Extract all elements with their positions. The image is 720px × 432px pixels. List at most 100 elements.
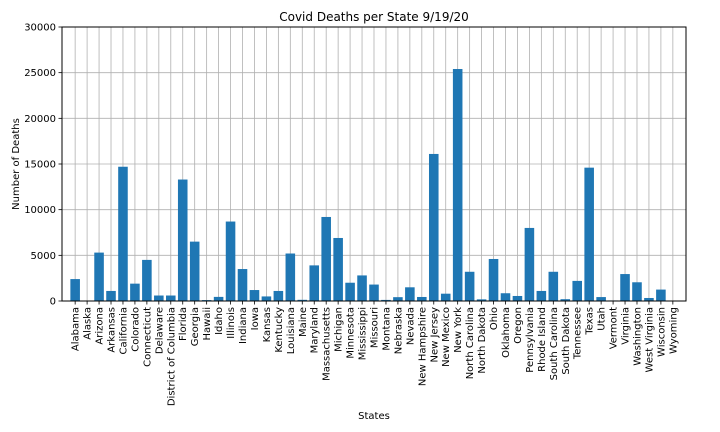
bar bbox=[644, 297, 654, 301]
x-tick-label: West Virginia bbox=[644, 307, 655, 372]
x-tick-label: Illinois bbox=[226, 307, 237, 339]
x-tick-label: North Carolina bbox=[465, 307, 476, 379]
bar bbox=[584, 167, 594, 301]
x-tick-label: Connecticut bbox=[142, 307, 153, 367]
bar bbox=[393, 297, 403, 301]
bar bbox=[452, 69, 463, 301]
x-tick-label: Rhode Island bbox=[537, 307, 548, 372]
x-tick-label: Massachusetts bbox=[322, 307, 333, 381]
x-tick-label: Nebraska bbox=[393, 307, 404, 354]
bar bbox=[632, 282, 642, 301]
x-tick-label: Texas bbox=[585, 307, 596, 336]
bar bbox=[560, 299, 571, 301]
x-tick-label: Kansas bbox=[262, 307, 273, 342]
x-tick-label: North Dakota bbox=[477, 307, 488, 374]
bar bbox=[524, 227, 535, 301]
bar bbox=[261, 296, 272, 301]
bar bbox=[177, 179, 188, 301]
bar bbox=[154, 295, 164, 301]
bar bbox=[369, 284, 379, 301]
x-axis-ticks: Alabama Alaska Arizona Arkansas California Co… bbox=[71, 301, 679, 406]
x-tick-label: Louisiana bbox=[286, 307, 297, 354]
bar bbox=[464, 271, 475, 301]
y-axis-label: Number of Deaths bbox=[11, 118, 22, 210]
x-tick-label: Vermont bbox=[609, 307, 620, 349]
y-tick-label: 25000 bbox=[24, 68, 56, 79]
x-tick-label: Maryland bbox=[310, 307, 321, 353]
x-tick-label: South Carolina bbox=[549, 307, 560, 380]
x-tick-label: Ohio bbox=[489, 307, 500, 330]
bar bbox=[297, 299, 308, 301]
bar bbox=[333, 237, 343, 301]
x-tick-label: Wisconsin bbox=[656, 307, 667, 357]
x-tick-label: Missouri bbox=[370, 307, 381, 348]
x-tick-label: New Hampshire bbox=[417, 307, 428, 386]
bar bbox=[656, 289, 666, 301]
bar bbox=[548, 271, 559, 301]
x-tick-label: Georgia bbox=[190, 307, 201, 346]
bars bbox=[70, 69, 678, 301]
x-tick-label: Tennessee bbox=[573, 307, 584, 360]
bar bbox=[345, 282, 355, 301]
y-tick-label: 5000 bbox=[31, 251, 56, 262]
x-tick-label: South Dakota bbox=[561, 307, 572, 375]
x-tick-label: Arizona bbox=[95, 307, 106, 345]
y-tick-label: 20000 bbox=[24, 114, 56, 125]
x-tick-label: Montana bbox=[381, 307, 392, 351]
x-tick-label: Kentucky bbox=[274, 307, 285, 353]
x-tick-label: District of Columbia bbox=[166, 307, 177, 406]
bar bbox=[130, 283, 140, 301]
bar bbox=[321, 216, 331, 301]
bar bbox=[142, 259, 152, 301]
x-tick-label: Mississippi bbox=[358, 307, 369, 360]
bar bbox=[309, 265, 320, 301]
x-tick-label: Florida bbox=[178, 307, 189, 341]
y-tick-label: 15000 bbox=[24, 160, 56, 171]
x-tick-label: Maine bbox=[298, 307, 309, 337]
x-tick-label: Pennsylvania bbox=[525, 307, 536, 373]
bar bbox=[118, 166, 128, 301]
bar bbox=[417, 296, 427, 301]
x-tick-label: Nevada bbox=[405, 307, 416, 345]
x-tick-label: Hawaii bbox=[202, 307, 213, 341]
x-tick-label: Alabama bbox=[71, 307, 82, 351]
x-axis-label: States bbox=[358, 411, 390, 422]
bar bbox=[512, 295, 523, 301]
bar bbox=[273, 290, 284, 301]
x-tick-label: Indiana bbox=[238, 307, 249, 344]
bar bbox=[225, 221, 236, 301]
bar bbox=[596, 297, 606, 301]
bar bbox=[620, 274, 630, 301]
y-tick-label: 10000 bbox=[24, 205, 56, 216]
x-tick-label: Washington bbox=[632, 307, 643, 366]
x-tick-label: New Jersey bbox=[429, 307, 440, 363]
x-tick-label: Utah bbox=[597, 307, 608, 331]
bar bbox=[70, 279, 80, 301]
x-tick-label: Delaware bbox=[154, 307, 165, 354]
bar bbox=[381, 299, 391, 301]
bar bbox=[189, 241, 200, 301]
y-axis-ticks: 0 5000 10000 15000 20000 25000 30000 bbox=[24, 23, 62, 308]
bar bbox=[213, 296, 224, 301]
bar bbox=[285, 253, 296, 301]
x-tick-label: Minnesota bbox=[346, 307, 357, 359]
bar bbox=[106, 290, 116, 301]
y-tick-label: 30000 bbox=[24, 23, 56, 34]
bar bbox=[357, 275, 367, 301]
bar bbox=[405, 287, 415, 301]
x-tick-label: Colorado bbox=[130, 307, 141, 352]
bar bbox=[536, 290, 547, 301]
x-tick-label: Alaska bbox=[83, 307, 94, 340]
bar bbox=[428, 153, 439, 301]
bar bbox=[237, 269, 248, 301]
chart-title: Covid Deaths per State 9/19/20 bbox=[279, 10, 469, 24]
x-tick-label: Oregon bbox=[513, 307, 524, 344]
x-tick-label: Idaho bbox=[214, 307, 225, 335]
x-tick-label: Michigan bbox=[334, 307, 345, 352]
x-tick-label: Oklahoma bbox=[501, 307, 512, 358]
bar bbox=[572, 280, 582, 301]
x-tick-label: Arkansas bbox=[107, 307, 118, 353]
bar bbox=[94, 252, 104, 301]
bar bbox=[249, 290, 260, 301]
